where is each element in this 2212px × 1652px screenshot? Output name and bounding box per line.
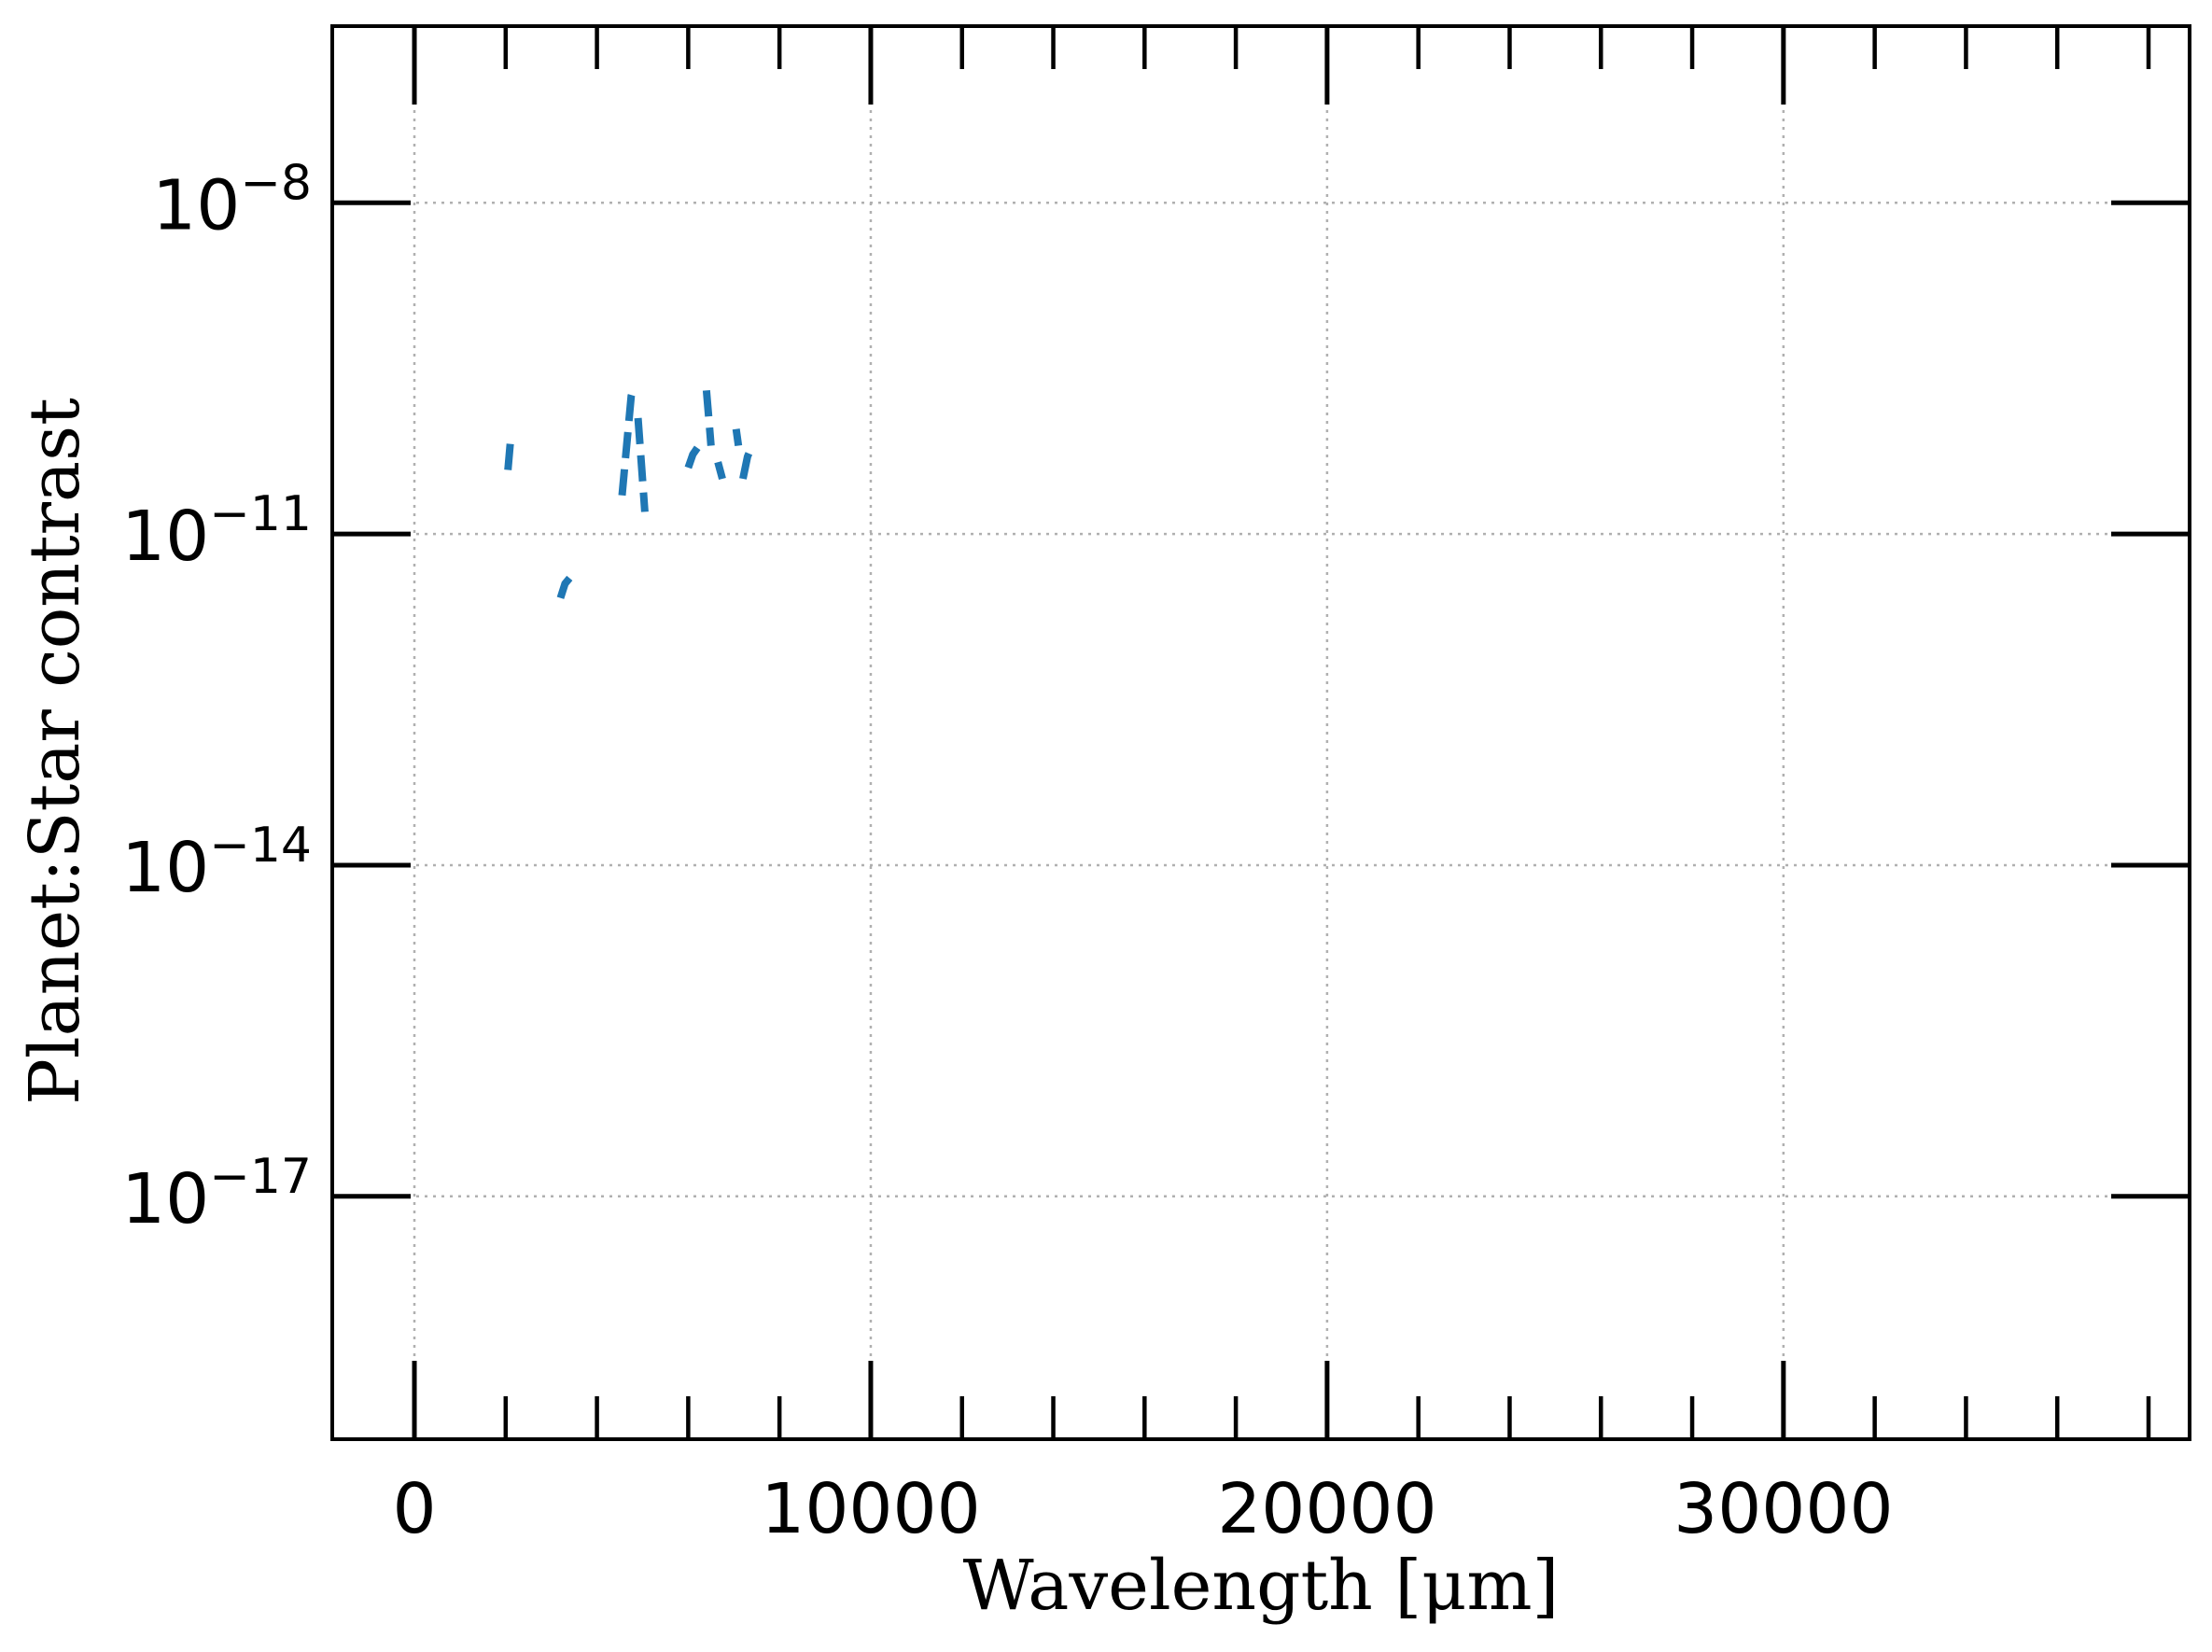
- axis-ticks: [332, 26, 2190, 1439]
- series-line-segment: [714, 461, 726, 481]
- series-line-segment: [739, 443, 756, 480]
- plot-frame: [330, 24, 2191, 1441]
- y-tick-label: 10−14: [121, 818, 312, 908]
- x-tick-labels: 0 10000 20000 30000: [392, 1469, 1893, 1549]
- y-axis-title: Planet:Star contrast: [15, 398, 95, 1105]
- y-tick-exponent: −17: [209, 1149, 312, 1205]
- x-axis-title: Wavelength [μm]: [963, 1546, 1560, 1626]
- grid-lines: [332, 26, 2190, 1439]
- series-line-segment: [634, 417, 649, 512]
- series-line-segment: [732, 428, 743, 447]
- y-tick-base: 10: [121, 828, 209, 908]
- y-tick-label: 10−17: [121, 1149, 312, 1239]
- series-line-segment: [702, 389, 715, 446]
- y-tick-exponent: −11: [209, 486, 312, 542]
- series-line-segment: [556, 575, 573, 599]
- y-tick-label: 10−8: [152, 155, 312, 245]
- x-tick-label: 30000: [1673, 1469, 1893, 1549]
- x-tick-label: 0: [392, 1469, 436, 1549]
- x-tick-label: 10000: [761, 1469, 980, 1549]
- series-line-segment: [684, 445, 701, 469]
- y-tick-exponent: −8: [240, 155, 312, 211]
- y-tick-base: 10: [121, 1159, 209, 1239]
- y-tick-exponent: −14: [209, 818, 312, 874]
- y-tick-base: 10: [152, 165, 240, 245]
- series-line-segment: [618, 386, 637, 497]
- y-tick-base: 10: [121, 497, 209, 577]
- x-tick-label: 20000: [1217, 1469, 1436, 1549]
- series-line-segment: [504, 432, 519, 470]
- y-tick-label: 10−11: [121, 486, 312, 577]
- series-layer: [504, 386, 756, 599]
